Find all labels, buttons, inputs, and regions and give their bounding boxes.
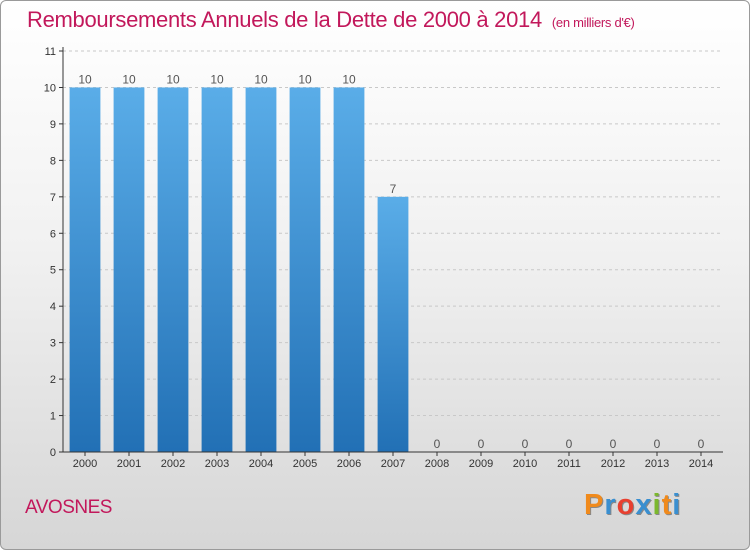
brand-letter: P — [584, 489, 605, 521]
x-tick-label-2001: 2001 — [117, 458, 141, 470]
brand-letter: o — [616, 489, 636, 521]
x-tick-label-2000: 2000 — [73, 458, 97, 470]
proxiti-logo: Proxiti — [584, 489, 681, 522]
y-tick-label: 2 — [50, 374, 56, 386]
brand-letter: r — [604, 489, 617, 521]
chart-title-text: Remboursements Annuels de la Dette de 20… — [27, 7, 542, 32]
chart-title: Remboursements Annuels de la Dette de 20… — [27, 7, 635, 33]
y-tick-label: 5 — [50, 265, 56, 277]
x-tick-label-2010: 2010 — [513, 458, 537, 470]
y-tick-label: 7 — [50, 192, 56, 204]
x-tick-label-2003: 2003 — [205, 458, 229, 470]
value-label-2000: 10 — [78, 72, 92, 86]
y-tick-label: 6 — [50, 228, 56, 240]
brand-letter: i — [672, 489, 682, 521]
x-tick-label-2014: 2014 — [689, 458, 713, 470]
brand-letter: x — [635, 489, 653, 521]
y-tick-label: 4 — [50, 301, 56, 313]
value-label-2001: 10 — [122, 72, 136, 86]
bar-2006 — [333, 87, 365, 453]
x-tick-label-2011: 2011 — [557, 458, 581, 470]
chart-subtitle: (en milliers d'€) — [551, 15, 635, 30]
value-label-2002: 10 — [166, 72, 180, 86]
value-label-2009: 0 — [478, 437, 485, 451]
y-tick-label: 3 — [50, 338, 56, 350]
commune-name: AVOSNES — [25, 497, 112, 518]
value-label-2004: 10 — [254, 72, 268, 86]
brand-letter: i — [652, 489, 662, 521]
x-tick-label-2007: 2007 — [381, 458, 405, 470]
value-label-2008: 0 — [434, 437, 441, 451]
x-tick-label-2009: 2009 — [469, 458, 493, 470]
value-label-2012: 0 — [610, 437, 617, 451]
value-label-2006: 10 — [342, 72, 356, 86]
bar-2007 — [377, 196, 409, 452]
y-tick-label: 1 — [50, 411, 56, 423]
y-tick-label: 8 — [50, 155, 56, 167]
y-tick-label: 9 — [50, 119, 56, 131]
x-tick-label-2005: 2005 — [293, 458, 317, 470]
y-tick-label: 10 — [44, 82, 56, 94]
x-tick-label-2006: 2006 — [337, 458, 361, 470]
value-label-2007: 7 — [390, 182, 397, 196]
value-label-2014: 0 — [698, 437, 705, 451]
x-tick-label-2008: 2008 — [425, 458, 449, 470]
value-label-2005: 10 — [298, 72, 312, 86]
value-label-2010: 0 — [522, 437, 529, 451]
brand-letter: t — [661, 489, 673, 521]
bar-2002 — [157, 87, 189, 453]
value-label-2013: 0 — [654, 437, 661, 451]
bar-2000 — [69, 87, 101, 453]
y-tick-label: 0 — [50, 447, 56, 459]
x-tick-label-2002: 2002 — [161, 458, 185, 470]
value-label-2011: 0 — [566, 437, 573, 451]
bar-2004 — [245, 87, 277, 453]
x-tick-label-2004: 2004 — [249, 458, 273, 470]
bar-2003 — [201, 87, 233, 453]
y-tick-label: 11 — [45, 46, 56, 58]
bar-2001 — [113, 87, 145, 453]
value-label-2003: 10 — [210, 72, 224, 86]
x-tick-label-2013: 2013 — [645, 458, 669, 470]
x-tick-label-2012: 2012 — [601, 458, 625, 470]
bar-2005 — [289, 87, 321, 453]
